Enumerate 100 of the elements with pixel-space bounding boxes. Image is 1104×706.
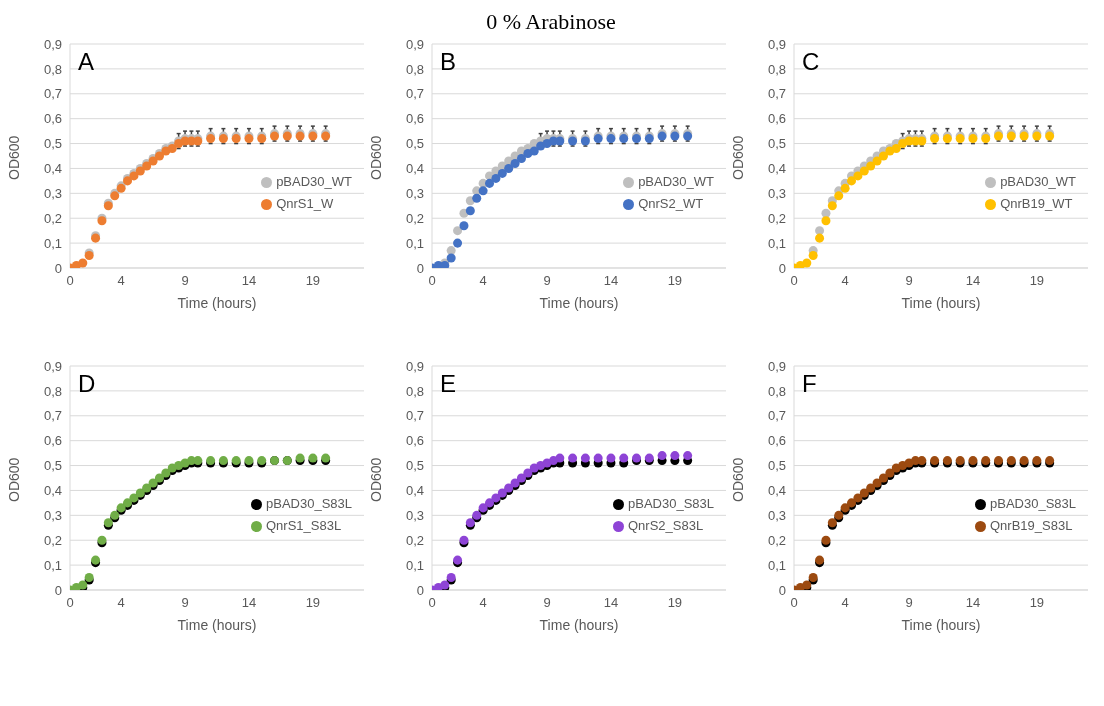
y-tick-label: 0,1 (43, 235, 62, 251)
x-axis-title: Time (hours) (539, 295, 619, 311)
y-tick-label: 0,9 (405, 36, 424, 52)
y-tick-label: 0,5 (43, 458, 62, 474)
legend-label: pBAD30_S83L (627, 496, 714, 511)
y-tick-label: 0,7 (405, 86, 424, 102)
y-tick-label: 0,8 (405, 61, 424, 77)
y-tick-label: 0,2 (405, 532, 424, 548)
x-tick-label: 19 (305, 595, 321, 611)
y-tick-label: 0,9 (405, 358, 424, 374)
y-tick-label: 0,1 (405, 235, 424, 251)
annotation: B (440, 48, 457, 76)
x-tick-label: 14 (241, 595, 257, 611)
x-tick-label: 9 (181, 595, 189, 611)
x-tick-label: 14 (965, 273, 981, 289)
y-tick-label: 0 (416, 260, 424, 276)
y-tick-label: 0,9 (767, 358, 786, 374)
x-tick-label: 14 (241, 273, 257, 289)
y-tick-label: 0,4 (767, 161, 786, 177)
y-axis-title: OD600 (367, 457, 384, 502)
y-axis-title: OD600 (729, 135, 746, 180)
y-tick-label: 0,6 (405, 433, 424, 449)
legend-label: QnrS1_W (276, 196, 334, 211)
y-tick-label: 0,2 (767, 210, 786, 226)
x-tick-label: 0 (66, 273, 74, 289)
y-tick-label: 0,2 (43, 210, 62, 226)
x-tick-label: 4 (117, 273, 125, 289)
y-tick-label: 0,8 (767, 61, 786, 77)
y-tick-label: 0,7 (43, 408, 62, 424)
y-tick-label: 0,4 (43, 483, 62, 499)
y-tick-label: 0,3 (767, 507, 786, 523)
y-tick-label: 0,1 (767, 235, 786, 251)
y-tick-label: 0,5 (405, 458, 424, 474)
y-tick-label: 0 (54, 260, 62, 276)
y-tick-label: 0,4 (405, 161, 424, 177)
x-tick-label: 19 (305, 273, 321, 289)
legend-label: QnrS2_WT (638, 196, 704, 211)
legend-label: QnrS2_S83L (627, 518, 704, 533)
x-tick-label: 19 (667, 595, 683, 611)
y-tick-label: 0,8 (43, 383, 62, 399)
annotation: E (440, 370, 457, 398)
y-tick-label: 0,7 (767, 408, 786, 424)
y-tick-label: 0,6 (43, 433, 62, 449)
x-tick-label: 4 (841, 595, 849, 611)
x-tick-label: 9 (905, 273, 913, 289)
x-tick-label: 19 (667, 273, 683, 289)
legend-label: QnrB19_WT (1000, 196, 1073, 211)
x-tick-label: 14 (603, 273, 619, 289)
x-tick-label: 4 (479, 595, 487, 611)
legend-label: QnrS1_S83L (265, 518, 342, 533)
legend-label: pBAD30_WT (638, 174, 714, 189)
y-tick-label: 0,6 (767, 111, 786, 127)
x-tick-label: 14 (603, 595, 619, 611)
x-axis-title: Time (hours) (177, 617, 257, 633)
x-axis-title: Time (hours) (901, 295, 981, 311)
x-tick-label: 9 (905, 595, 913, 611)
x-tick-label: 14 (965, 595, 981, 611)
x-tick-label: 9 (543, 273, 551, 289)
legend-label: pBAD30_S83L (265, 496, 352, 511)
x-tick-label: 4 (117, 595, 125, 611)
y-tick-label: 0,8 (767, 383, 786, 399)
y-tick-label: 0,7 (43, 86, 62, 102)
legend-label: pBAD30_WT (1000, 174, 1076, 189)
y-tick-label: 0,6 (405, 111, 424, 127)
y-tick-label: 0,1 (43, 557, 62, 573)
annotation: C (802, 48, 820, 76)
y-tick-label: 0,3 (43, 507, 62, 523)
y-tick-label: 0,7 (405, 408, 424, 424)
y-tick-label: 0,3 (405, 185, 424, 201)
y-tick-label: 0 (778, 260, 786, 276)
y-tick-label: 0,7 (767, 86, 786, 102)
annotation: F (802, 370, 817, 398)
y-tick-label: 0,2 (405, 210, 424, 226)
x-tick-label: 9 (543, 595, 551, 611)
x-tick-label: 4 (479, 273, 487, 289)
legend-label: QnrB19_S83L (989, 518, 1073, 533)
y-tick-label: 0,5 (405, 136, 424, 152)
x-tick-label: 19 (1029, 273, 1045, 289)
y-tick-label: 0 (54, 582, 62, 598)
x-tick-label: 0 (66, 595, 74, 611)
y-axis-title: OD600 (5, 457, 22, 502)
y-tick-label: 0,5 (767, 136, 786, 152)
x-tick-label: 0 (790, 595, 798, 611)
y-tick-label: 0,6 (43, 111, 62, 127)
y-tick-label: 0,3 (767, 185, 786, 201)
legend-label: pBAD30_WT (276, 174, 352, 189)
y-tick-label: 0,2 (43, 532, 62, 548)
y-tick-label: 0,4 (767, 483, 786, 499)
y-tick-label: 0,6 (767, 433, 786, 449)
annotation: A (78, 48, 95, 76)
x-tick-label: 4 (841, 273, 849, 289)
x-axis-title: Time (hours) (539, 617, 619, 633)
annotation: D (78, 370, 96, 398)
chart-title: 0 % Arabinose (485, 8, 617, 36)
y-tick-label: 0,4 (405, 483, 424, 499)
y-tick-label: 0,8 (405, 383, 424, 399)
y-axis-title: OD600 (367, 135, 384, 180)
x-axis-title: Time (hours) (177, 295, 257, 311)
y-tick-label: 0,5 (767, 458, 786, 474)
y-tick-label: 0,9 (43, 358, 62, 374)
